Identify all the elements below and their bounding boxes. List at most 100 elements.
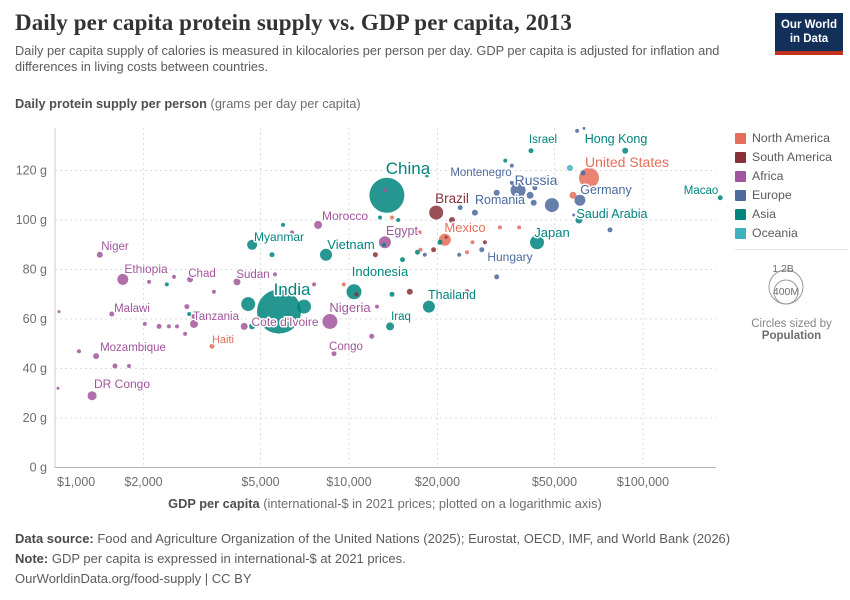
data-point[interactable]	[464, 289, 470, 295]
data-point-montenegro[interactable]	[509, 180, 514, 185]
data-point[interactable]	[431, 247, 437, 253]
data-point[interactable]	[164, 282, 169, 287]
point-label-myanmar[interactable]: Myanmar	[252, 229, 305, 246]
data-point-mozambique[interactable]	[93, 353, 100, 360]
data-point[interactable]	[517, 225, 522, 230]
data-point[interactable]	[553, 180, 559, 186]
data-point[interactable]	[341, 282, 346, 287]
data-point[interactable]	[509, 163, 514, 168]
legend-item-oceania[interactable]: Oceania	[735, 226, 848, 240]
data-point-iraq[interactable]	[386, 322, 395, 331]
data-point[interactable]	[406, 288, 413, 295]
data-point[interactable]	[569, 191, 577, 199]
data-point[interactable]	[273, 272, 277, 277]
data-point-thailand[interactable]	[422, 300, 435, 313]
data-point[interactable]	[142, 321, 147, 326]
data-point[interactable]	[532, 185, 538, 191]
point-label-dr-congo[interactable]: DR Congo	[92, 376, 151, 393]
point-label-tanzania[interactable]: Tanzania	[191, 310, 241, 325]
data-point[interactable]	[156, 323, 162, 329]
point-label-sudan[interactable]: Sudan	[235, 268, 271, 283]
data-point[interactable]	[312, 282, 317, 287]
data-point[interactable]	[166, 324, 171, 329]
point-label-indonesia[interactable]: Indonesia	[350, 263, 410, 281]
data-point-congo[interactable]	[331, 351, 337, 357]
citation-link[interactable]: OurWorldinData.org/food-supply | CC BY	[15, 571, 252, 587]
data-point[interactable]	[269, 252, 275, 258]
data-point[interactable]	[290, 230, 294, 235]
point-label-congo[interactable]: Congo	[328, 340, 365, 355]
data-point[interactable]	[224, 336, 230, 342]
data-point-india[interactable]	[257, 289, 301, 334]
data-point[interactable]	[183, 331, 188, 336]
data-point-saudi-arabia[interactable]	[575, 216, 583, 224]
data-point[interactable]	[56, 386, 60, 390]
data-point-brazil[interactable]	[429, 205, 444, 220]
point-label-montenegro[interactable]: Montenegro	[449, 166, 513, 181]
legend-item-north-america[interactable]: North America	[735, 131, 848, 145]
data-point[interactable]	[375, 304, 379, 309]
point-label-mozambique[interactable]: Mozambique	[99, 341, 168, 356]
data-point[interactable]	[297, 299, 311, 314]
data-point[interactable]	[566, 165, 573, 171]
point-label-nigeria[interactable]: Nigeria	[328, 299, 373, 317]
data-point-chad[interactable]	[187, 276, 194, 283]
point-label-romania[interactable]: Romania	[473, 192, 526, 209]
data-point[interactable]	[381, 242, 386, 247]
data-point[interactable]	[77, 349, 81, 354]
point-label-united-states[interactable]: United States	[583, 153, 670, 172]
point-label-india[interactable]: India	[272, 279, 312, 301]
data-point[interactable]	[607, 227, 613, 233]
point-label-iraq[interactable]: Iraq	[390, 310, 413, 325]
point-label-hungary[interactable]: Hungary	[486, 249, 534, 266]
point-label-chad[interactable]: Chad	[187, 267, 218, 282]
point-label-israel[interactable]: Israel	[527, 133, 558, 148]
data-point-vietnam[interactable]	[320, 248, 332, 261]
data-point[interactable]	[211, 289, 216, 294]
point-label-japan[interactable]: Japan	[533, 224, 571, 242]
data-point-myanmar[interactable]	[247, 239, 258, 250]
data-point[interactable]	[390, 215, 394, 220]
point-label-hong-kong[interactable]: Hong Kong	[583, 131, 649, 148]
data-point-indonesia[interactable]	[346, 284, 362, 300]
data-point-russia[interactable]	[510, 182, 526, 198]
data-point[interactable]	[497, 225, 502, 230]
data-point[interactable]	[281, 222, 286, 227]
point-label-china[interactable]: China	[384, 158, 432, 180]
legend-item-south-america[interactable]: South America	[735, 150, 848, 164]
data-point[interactable]	[449, 217, 455, 223]
data-point[interactable]	[396, 218, 401, 222]
data-point[interactable]	[544, 198, 559, 213]
data-point-dr-congo[interactable]	[87, 391, 97, 401]
data-point[interactable]	[482, 240, 487, 245]
data-point[interactable]	[437, 239, 443, 245]
data-point[interactable]	[418, 247, 423, 252]
data-point[interactable]	[241, 297, 256, 312]
data-point[interactable]	[57, 310, 61, 314]
point-label-brazil[interactable]: Brazil	[434, 190, 471, 208]
data-point-malawi[interactable]	[109, 311, 115, 317]
data-point[interactable]	[479, 247, 485, 253]
data-point[interactable]	[422, 252, 427, 257]
data-point[interactable]	[354, 292, 359, 297]
point-label-vietnam[interactable]: Vietnam	[326, 236, 376, 254]
data-point-nigeria[interactable]	[322, 314, 338, 329]
point-label-niger[interactable]: Niger	[100, 240, 131, 255]
data-point[interactable]	[415, 249, 420, 255]
point-label-russia[interactable]: Russia	[513, 171, 559, 190]
data-point[interactable]	[249, 323, 256, 330]
data-point[interactable]	[389, 291, 395, 297]
data-point[interactable]	[417, 230, 422, 235]
data-point[interactable]	[382, 188, 387, 193]
data-point[interactable]	[470, 240, 475, 245]
data-point-japan[interactable]	[530, 235, 544, 250]
data-point[interactable]	[112, 363, 118, 369]
data-point[interactable]	[509, 198, 514, 203]
data-point-morocco[interactable]	[314, 220, 323, 229]
data-point[interactable]	[575, 128, 580, 133]
data-point[interactable]	[582, 126, 586, 130]
data-point-hungary[interactable]	[494, 274, 500, 280]
data-point[interactable]	[147, 279, 152, 284]
data-point[interactable]	[175, 324, 179, 329]
